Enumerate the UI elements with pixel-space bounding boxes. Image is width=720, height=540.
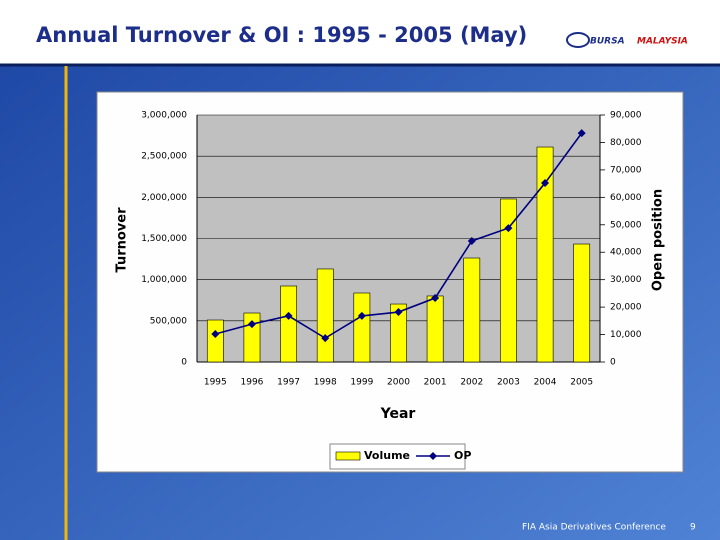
y2-tick-label: 60,000: [610, 193, 642, 203]
marker: [321, 334, 330, 343]
logo-text: BURSA: [590, 37, 625, 47]
y-tick-label: 0: [181, 358, 187, 368]
y2-tick-label: 90,000: [610, 111, 642, 121]
marker: [467, 236, 476, 245]
legend-label: OP: [454, 449, 471, 462]
logo: BURSA MALAYSIA: [566, 32, 688, 48]
marker: [577, 129, 586, 138]
marker: [504, 224, 513, 233]
y2-tick-label: 70,000: [610, 165, 642, 175]
x-tick-label: 2003: [497, 378, 520, 388]
bar: [536, 146, 554, 363]
y-tick-label: 1,000,000: [141, 275, 187, 285]
legend-swatch: [335, 451, 361, 461]
y2-tick-label: 40,000: [610, 248, 642, 258]
marker: [284, 311, 293, 320]
y-axis-title: Turnover: [115, 207, 130, 273]
header-band: [0, 0, 720, 65]
y2-axis-title: Open position: [651, 189, 666, 291]
y-tick-label: 1,500,000: [141, 234, 187, 244]
y2-tick-label: 0: [610, 358, 616, 368]
bar: [573, 243, 591, 363]
y2-tick-label: 80,000: [610, 138, 642, 148]
bar: [500, 198, 517, 363]
x-axis-title: Year: [380, 406, 416, 422]
y2-tick-label: 30,000: [610, 275, 642, 285]
x-tick-label: 1997: [277, 378, 300, 388]
y2-tick-label: 10,000: [610, 330, 642, 340]
x-tick-label: 1995: [204, 378, 227, 388]
marker: [211, 330, 220, 339]
y2-tick-label: 20,000: [610, 303, 642, 313]
marker: [247, 320, 256, 329]
y2-tick-label: 50,000: [610, 220, 642, 230]
y-tick-label: 3,000,000: [141, 111, 187, 121]
x-tick-label: 1999: [350, 378, 373, 388]
y-tick-label: 2,500,000: [141, 152, 187, 162]
marker: [431, 294, 440, 303]
x-tick-label: 1998: [314, 378, 337, 388]
y-tick-label: 2,000,000: [141, 193, 187, 203]
legend-swatch: [429, 452, 437, 460]
bar: [206, 319, 224, 363]
marker: [357, 311, 366, 320]
y-tick-label: 500,000: [150, 316, 187, 326]
bar: [463, 257, 481, 363]
bar: [280, 285, 297, 363]
bar: [390, 303, 407, 363]
x-tick-label: 2002: [460, 378, 483, 388]
logo-text: MALAYSIA: [637, 37, 688, 47]
marker: [541, 179, 550, 188]
logo-mark: [566, 32, 590, 48]
page-number: 9: [690, 523, 696, 533]
x-tick-label: 2001: [424, 378, 447, 388]
legend-label: Volume: [364, 449, 410, 462]
slide-title: Annual Turnover & OI : 1995 - 2005 (May): [36, 23, 527, 47]
x-tick-label: 1996: [241, 378, 264, 388]
bar: [426, 295, 444, 363]
x-tick-label: 2005: [570, 378, 593, 388]
marker: [394, 308, 403, 317]
footer: FIA Asia Derivatives Conference: [522, 523, 666, 533]
bar: [353, 292, 371, 363]
bar: [316, 268, 334, 363]
x-tick-label: 2004: [534, 378, 557, 388]
x-tick-label: 2000: [387, 378, 410, 388]
